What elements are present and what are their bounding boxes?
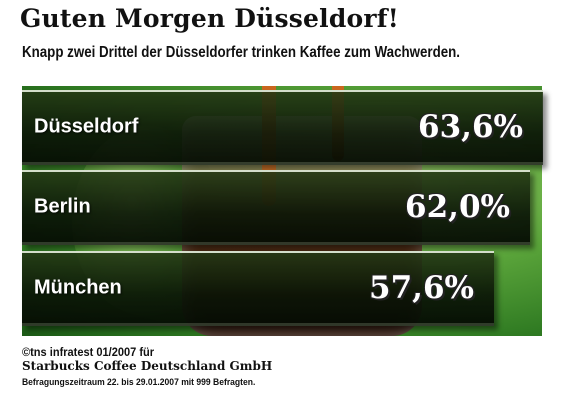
source-line-1: ©tns infratest 01/2007 für bbox=[22, 345, 155, 359]
bar-value-label: 57,6% bbox=[369, 270, 474, 306]
chart-subtitle: Knapp zwei Drittel der Düsseldorfer trin… bbox=[22, 44, 461, 61]
source-line-3: Befragungszeitraum 22. bis 29.01.2007 mi… bbox=[22, 377, 256, 388]
bar-1: Berlin 62,0% bbox=[22, 170, 530, 245]
bar-value-label: 62,0% bbox=[405, 189, 510, 225]
bar-2: München 57,6% bbox=[22, 251, 494, 326]
source-line-2: Starbucks Coffee Deutschland GmbH bbox=[22, 359, 273, 373]
bar-label: Düsseldorf bbox=[34, 115, 139, 138]
chart-title: Guten Morgen Düsseldorf! bbox=[20, 4, 399, 33]
bar-label: Berlin bbox=[34, 195, 91, 218]
bar-0: Düsseldorf 63,6% bbox=[22, 90, 543, 165]
bar-value-label: 63,6% bbox=[418, 109, 523, 145]
bar-label: München bbox=[34, 276, 122, 299]
